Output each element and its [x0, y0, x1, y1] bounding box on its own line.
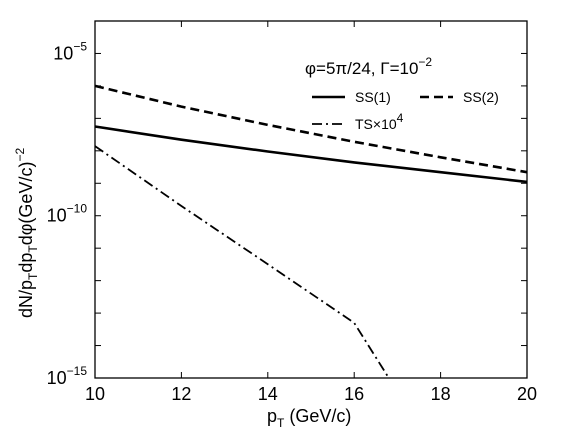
y-axis-label-f: −2 [13, 148, 27, 162]
x-axis-ticks: 10 12 14 16 18 20 [85, 21, 537, 404]
x-axis-label-sub: T [277, 416, 285, 430]
legend-label-ts: TS×104 [355, 111, 404, 132]
x-axis-label-rest: (GeV/c) [284, 406, 351, 426]
legend-label-ss2: SS(2) [463, 89, 499, 105]
x-tick-label: 20 [517, 384, 537, 404]
x-tick-label: 12 [171, 384, 191, 404]
y-axis-label: dN/pTdpTdφ(GeV/c)−2 [13, 148, 40, 318]
y-axis-ticks: 10−15 10−10 10−5 [47, 20, 527, 388]
x-axis-label-main: p [267, 406, 277, 426]
y-axis-label-e: dφ(GeV/c) [16, 162, 36, 246]
x-tick-label: 16 [344, 384, 364, 404]
x-tick-label: 14 [258, 384, 278, 404]
y-tick-label: 10−10 [47, 202, 88, 226]
y-axis-label-d: T [26, 245, 40, 253]
legend: SS(1) SS(2) TS×104 [312, 89, 499, 132]
legend-title-exp: −2 [418, 55, 432, 69]
y-axis-label-c: dp [16, 253, 36, 273]
y-axis-label-b: T [26, 272, 40, 280]
x-axis-label: pT (GeV/c) [267, 406, 351, 430]
legend-title-main: φ=5π/24, Γ=10 [305, 59, 418, 78]
series-lines [94, 84, 528, 379]
legend-label-ts-main: TS×10 [355, 116, 397, 132]
series-line-ts [94, 145, 390, 379]
legend-label-ts-exp: 4 [397, 111, 404, 125]
series-line-ss2 [94, 84, 528, 174]
plot-frame [94, 20, 528, 379]
y-tick-label: 10−5 [53, 39, 87, 63]
series-line-ss1 [94, 125, 528, 184]
legend-title: φ=5π/24, Γ=10−2 [305, 55, 432, 78]
x-tick-label: 10 [85, 384, 105, 404]
legend-label-ss1: SS(1) [355, 89, 391, 105]
x-tick-label: 18 [431, 384, 451, 404]
y-tick-label: 10−15 [47, 364, 88, 388]
y-axis-label-a: dN/p [16, 280, 36, 318]
